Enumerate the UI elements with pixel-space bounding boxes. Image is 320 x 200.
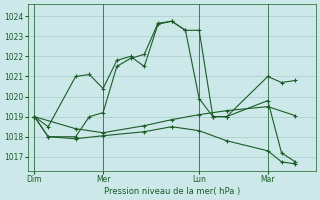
X-axis label: Pression niveau de la mer( hPa ): Pression niveau de la mer( hPa ) [104, 187, 240, 196]
